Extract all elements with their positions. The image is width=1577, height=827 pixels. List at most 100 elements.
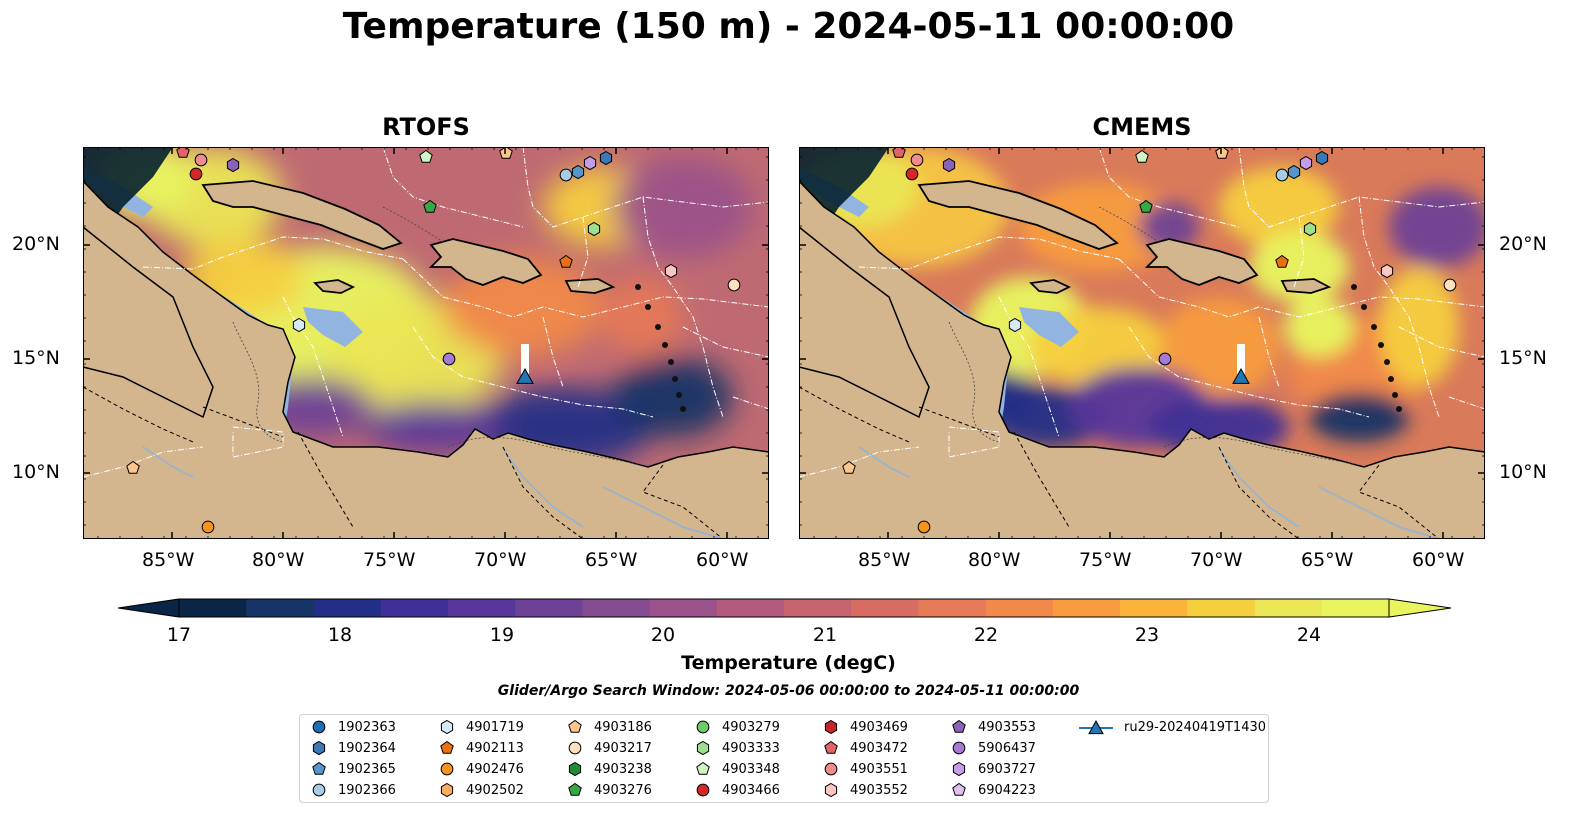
colorbar-segment <box>985 599 1054 617</box>
legend-label: 4902502 <box>466 782 524 798</box>
hexagon-marker-shape <box>824 719 838 735</box>
circle-marker-icon <box>312 720 326 734</box>
argo-float-marker <box>499 147 513 159</box>
legend-entry: 1902366 <box>310 780 396 800</box>
argo-float-marker <box>1008 317 1022 333</box>
argo-float-marker <box>1275 254 1289 268</box>
argo-float-marker <box>1299 155 1313 171</box>
colorbar-segment <box>649 599 718 617</box>
lesser-antilles <box>635 284 686 412</box>
colorbar-segment <box>515 599 583 617</box>
argo-float-marker <box>176 147 190 158</box>
puerto-rico-island <box>564 278 616 294</box>
legend-entry: 4903466 <box>694 780 780 800</box>
argo-float-marker <box>1303 221 1317 237</box>
triangle-marker-shape <box>1088 719 1104 735</box>
legend-label: 4903217 <box>594 740 652 756</box>
legend-entry: 1902364 <box>310 738 396 758</box>
pentagon-marker-shape <box>696 761 710 775</box>
map-frame <box>799 147 1485 539</box>
legend-entry: 1902365 <box>310 759 396 779</box>
legend-label: 6904223 <box>978 782 1036 798</box>
colorbar-segment <box>1052 599 1121 617</box>
circle-marker-icon <box>952 741 966 755</box>
pentagon-marker-shape <box>824 740 838 754</box>
triangle-marker-icon <box>1079 719 1113 735</box>
pentagon-marker-icon <box>568 719 582 733</box>
colorbar-tick-label: 20 <box>650 624 676 646</box>
eez-boundary <box>382 147 524 228</box>
argo-float-marker <box>194 153 208 167</box>
shallow-shelf <box>303 307 363 347</box>
argo-float-marker <box>423 199 437 213</box>
panel-title-cmems: CMEMS <box>1092 113 1192 141</box>
legend-label: 4903333 <box>722 740 780 756</box>
argo-float-marker <box>905 167 919 181</box>
colorbar <box>117 598 1452 622</box>
eez-boundary <box>1118 258 1485 318</box>
legend-entry: 4903552 <box>822 780 908 800</box>
river <box>602 486 724 539</box>
river <box>858 446 910 478</box>
pentagon-marker-shape <box>312 761 326 775</box>
eez-boundary <box>858 236 1120 270</box>
lat-tick-label: 15°N <box>12 347 60 369</box>
hexagon-marker-icon <box>568 761 582 777</box>
legend: 1902363 1902364 1902365 1902366 4901719 49021… <box>299 714 1269 803</box>
colorbar-tick-label: 19 <box>489 624 515 646</box>
legend-label: ru29-20240419T1430 <box>1124 719 1267 735</box>
legend-entry: 5906437 <box>950 738 1036 758</box>
hexagon-marker-icon <box>440 719 454 735</box>
pentagon-marker-icon <box>312 761 326 775</box>
argo-float-marker <box>189 167 203 181</box>
circle-marker-icon <box>696 783 710 797</box>
country-border <box>918 406 1000 438</box>
hispaniola-island <box>428 238 543 286</box>
colorbar-high-extend <box>1388 598 1452 618</box>
legend-label: 1902365 <box>338 761 396 777</box>
legend-label: 4903469 <box>850 719 908 735</box>
argo-float-marker <box>842 460 856 474</box>
legend-entry: 1902363 <box>310 717 396 737</box>
lon-tick-label: 60°W <box>696 549 749 571</box>
jamaica-island <box>1029 279 1072 294</box>
circle-marker-shape <box>312 720 326 734</box>
pentagon-marker-shape <box>568 782 582 796</box>
argo-float-marker <box>1315 150 1329 166</box>
legend-label: 1902364 <box>338 740 396 756</box>
lon-tick-label: 75°W <box>363 549 416 571</box>
river <box>142 446 194 478</box>
pentagon-marker-icon <box>952 782 966 796</box>
legend-entry: 4902502 <box>438 780 524 800</box>
lon-tick-label: 80°W <box>968 549 1021 571</box>
pentagon-marker-icon <box>824 740 838 754</box>
eez-boundary <box>998 296 1060 438</box>
argo-float-marker <box>559 168 573 182</box>
lon-tick-label: 75°W <box>1079 549 1132 571</box>
argo-float-marker <box>599 150 613 166</box>
colorbar-tick-label: 23 <box>1134 624 1160 646</box>
eez-boundary <box>522 147 769 228</box>
colorbar-tick-label: 24 <box>1296 624 1322 646</box>
hexagon-marker-shape <box>696 740 710 756</box>
argo-float-marker <box>226 157 240 173</box>
eez-boundary <box>1398 326 1485 358</box>
country-border <box>83 386 194 443</box>
argo-float-marker <box>1135 149 1149 163</box>
map-frame <box>83 147 769 539</box>
colorbar-segment <box>246 599 315 617</box>
eez-boundary <box>232 426 284 458</box>
jamaica-island <box>313 279 356 294</box>
lesser-antilles <box>1351 284 1402 412</box>
legend-label: 4903472 <box>850 740 908 756</box>
country-border <box>1013 431 1070 528</box>
hexagon-marker-shape <box>568 761 582 777</box>
argo-float-marker <box>201 520 215 534</box>
legend-label: 4903551 <box>850 761 908 777</box>
argo-float-marker <box>664 263 678 279</box>
pentagon-marker-shape <box>568 719 582 733</box>
colorbar-segment <box>1187 599 1256 617</box>
colorbar-label: Temperature (degC) <box>681 652 896 674</box>
lat-tick-label: 10°N <box>1499 461 1547 483</box>
central-america-land <box>83 226 214 419</box>
